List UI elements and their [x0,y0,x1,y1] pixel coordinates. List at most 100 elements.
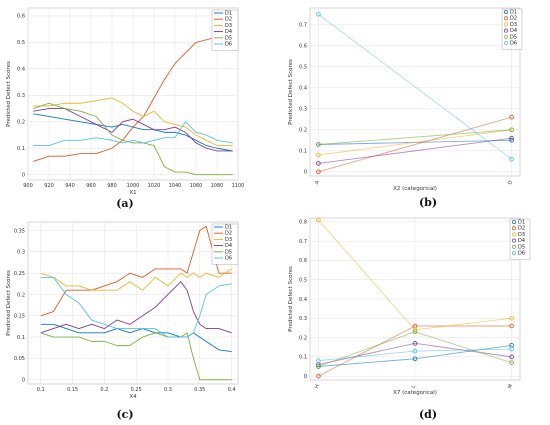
data-point-d5 [316,142,321,147]
legend-label: D6 [225,42,232,48]
legend-marker [504,10,508,14]
legend-label: D3 [510,22,517,28]
x-tick-label: A [314,179,321,185]
legend-label: D1 [518,220,525,226]
panel-caption: (b) [419,196,437,209]
legend-label: D6 [510,41,517,47]
y-axis-label: Predicted Defect Scores [6,61,12,127]
data-point-d2 [509,323,514,329]
x-axis-label: X4 [129,394,137,400]
chart-panel-a: 0 0.1 0.2 0.3 0.4 0.5 0.6 900 920 940 960 980 1000 10… [6,7,245,210]
series-line-d5 [40,332,232,381]
y-tick-label: 0 [304,374,307,380]
x-tick-label: 1100 [232,183,245,189]
legend-marker [512,226,516,231]
data-point-d6 [316,12,321,17]
legend-marker [512,238,516,243]
y-axis-label: Predicted Defect Scores [288,266,294,332]
legend-marker [504,22,508,27]
series-line-d5 [318,331,512,367]
series-line-d1 [40,323,232,353]
y-tick-label: 0.6 [299,44,307,50]
legend-marker [504,41,508,45]
legend-label: D3 [225,237,232,243]
legend-label: D4 [225,29,232,35]
x-tick-label: D [507,180,514,186]
legend-marker [512,244,516,249]
y-tick-label: 0.1 [299,355,307,361]
y-tick-label: 0.1 [17,146,25,152]
series-line-d3 [33,97,233,147]
x-tick-label: 1020 [148,183,161,189]
legend-label: D4 [510,28,517,34]
legend-marker [512,220,516,224]
y-tick-label: 0.3 [17,93,25,99]
y-tick-label: 0 [22,173,25,179]
legend-label: D2 [510,16,517,22]
chart-panel-c: 0 0.05 0.1 0.15 0.2 0.25 0.3 0.35 0.1 0.15 0.2 0.25… [6,221,239,421]
legend-label: D5 [518,244,525,250]
series-line-d5 [318,129,512,145]
y-tick-label: 0.4 [299,297,307,303]
x-tick-label: H [314,384,321,390]
series-line-d6 [318,13,512,160]
y-tick-label: 0.2 [299,335,307,341]
x-axis-label: X2 (categorical) [393,186,437,192]
y-tick-label: 0.35 [14,228,25,234]
x-tick-label: 0.15 [67,387,78,393]
plot-area [309,7,521,177]
legend-label: D2 [518,226,525,232]
chart-panel-d: 0 0.1 0.2 0.3 0.4 0.5 0.6 0.7 0.8 H L M X7 (categori… [288,217,531,421]
x-tick-label: 0.3 [164,387,172,393]
y-tick-label: 0 [22,378,25,384]
series-line-d4 [40,281,232,334]
y-axis-label: Predicted Defect Scores [288,59,294,125]
series-line-d2 [318,325,512,377]
data-point-d6 [509,346,514,352]
x-tick-label: 1040 [169,183,182,189]
series-line-d6 [33,121,233,147]
x-tick-label: 0.25 [131,387,142,393]
x-axis-label: X1 [129,190,136,196]
panel-caption: (d) [419,408,437,421]
legend-label: D6 [518,251,525,257]
legend-label: D1 [225,225,232,231]
legend-label: D1 [510,10,517,16]
data-point-d4 [509,135,514,141]
plot-area [27,221,239,385]
legend-label: D5 [510,34,517,40]
series-line-d2 [318,116,512,173]
y-tick-label: 0.4 [299,86,307,92]
y-tick-label: 0.7 [299,239,307,245]
x-tick-label: 1080 [211,183,224,189]
series-line-d3 [318,129,512,156]
y-tick-label: 0.1 [17,335,25,341]
chart-panel-b: 0 0.1 0.2 0.3 0.4 0.5 0.6 0.7 A D X2 (categorical)… [288,7,523,209]
y-tick-label: 0.2 [17,120,25,126]
y-tick-label: 0.7 [299,23,307,29]
series-line-d6 [40,276,232,338]
legend-marker [512,251,516,255]
panel-caption: (a) [116,197,134,210]
y-tick-label: 0.3 [17,250,25,256]
y-tick-label: 0.5 [299,65,307,71]
legend-label: D2 [225,231,232,237]
data-point-d6 [509,156,514,162]
x-tick-label: 1060 [190,183,203,189]
series-line-d6 [318,348,512,362]
data-point-d1 [412,356,418,362]
series-line-d4 [33,108,233,152]
series-line-d2 [40,225,232,317]
data-point-d3 [316,152,321,158]
y-tick-label: 0.2 [299,128,307,134]
data-point-d5 [509,127,514,133]
x-axis-label: X7 (categorical) [393,390,437,396]
data-point-d6 [316,358,321,364]
x-tick-label: 0.2 [100,387,108,393]
y-tick-label: 0.6 [299,258,307,264]
legend-marker [512,232,516,237]
data-point-d2 [509,114,514,120]
